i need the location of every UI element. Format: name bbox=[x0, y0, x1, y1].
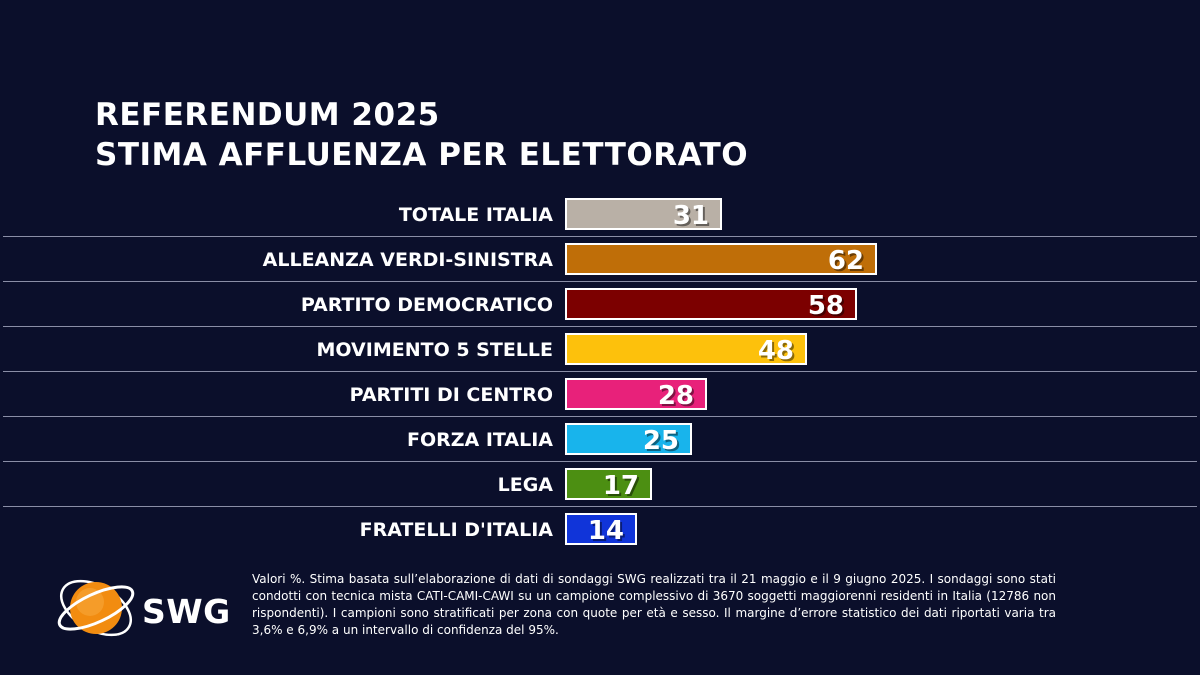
bar bbox=[565, 333, 807, 365]
category-label: LEGA bbox=[498, 474, 554, 496]
data-label-shadow: 25 bbox=[645, 428, 681, 458]
bar bbox=[565, 288, 857, 320]
data-label: 28 bbox=[658, 381, 694, 411]
data-label: 58 bbox=[808, 291, 844, 321]
data-label-shadow: 62 bbox=[830, 248, 866, 278]
data-label: 25 bbox=[643, 426, 679, 456]
category-label: ALLEANZA VERDI-SINISTRA bbox=[263, 249, 554, 271]
data-label-shadow: 31 bbox=[675, 203, 711, 233]
swg-logo-text: SWG bbox=[142, 592, 231, 631]
category-label: FORZA ITALIA bbox=[407, 429, 553, 451]
bar bbox=[565, 243, 877, 275]
chart-title: REFERENDUM 2025 STIMA AFFLUENZA PER ELET… bbox=[95, 95, 748, 175]
data-label: 31 bbox=[673, 201, 709, 231]
category-label: TOTALE ITALIA bbox=[399, 204, 553, 226]
title-line-2: STIMA AFFLUENZA PER ELETTORATO bbox=[95, 137, 749, 173]
data-label-shadow: 17 bbox=[605, 473, 641, 503]
swg-globe-icon bbox=[57, 579, 135, 637]
data-label-shadow: 48 bbox=[760, 338, 796, 368]
footer-note: Valori %. Stima basata sull’elaborazione… bbox=[252, 572, 1056, 637]
category-label: FRATELLI D'ITALIA bbox=[360, 519, 554, 541]
bar bbox=[565, 378, 707, 410]
data-label: 48 bbox=[758, 336, 794, 366]
title-line-1: REFERENDUM 2025 bbox=[95, 97, 440, 133]
data-label-shadow: 58 bbox=[810, 293, 846, 323]
data-label: 17 bbox=[603, 471, 639, 501]
data-label: 14 bbox=[588, 516, 624, 546]
category-label: PARTITO DEMOCRATICO bbox=[301, 294, 553, 316]
bar bbox=[565, 513, 637, 545]
category-label: MOVIMENTO 5 STELLE bbox=[317, 339, 554, 361]
data-label: 62 bbox=[828, 246, 864, 276]
bar bbox=[565, 468, 652, 500]
category-label: PARTITI DI CENTRO bbox=[350, 384, 553, 406]
bar bbox=[565, 198, 722, 230]
data-label-shadow: 14 bbox=[590, 518, 626, 548]
bar bbox=[565, 423, 692, 455]
data-label-shadow: 28 bbox=[660, 383, 696, 413]
